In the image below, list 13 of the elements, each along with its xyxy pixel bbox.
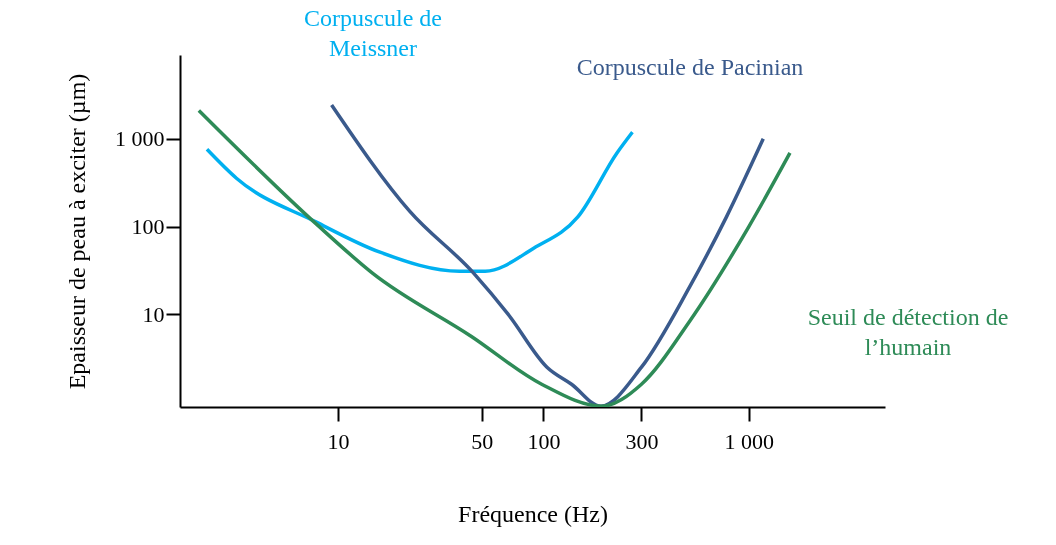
- x-axis-title: Fréquence (Hz): [458, 500, 608, 527]
- text: Corpuscule de Meissner: [304, 5, 442, 61]
- x-tick-label: 300: [625, 428, 659, 454]
- y-tick-label: 100: [131, 214, 165, 240]
- y-tick-label: 10: [142, 301, 165, 327]
- y-axis-title: Epaisseur de peau à exciter (µm): [64, 73, 90, 390]
- x-tick-label: 10: [327, 428, 350, 454]
- x-tick-label: 50: [471, 428, 494, 454]
- text: Corpuscule de Pacinian: [576, 54, 804, 80]
- x-tick-label: 1 000: [724, 428, 775, 454]
- x-tick-label: 100: [527, 428, 561, 454]
- text: Seuil de détection de l’humain: [807, 304, 1009, 360]
- y-tick-label: 1 000: [115, 126, 165, 152]
